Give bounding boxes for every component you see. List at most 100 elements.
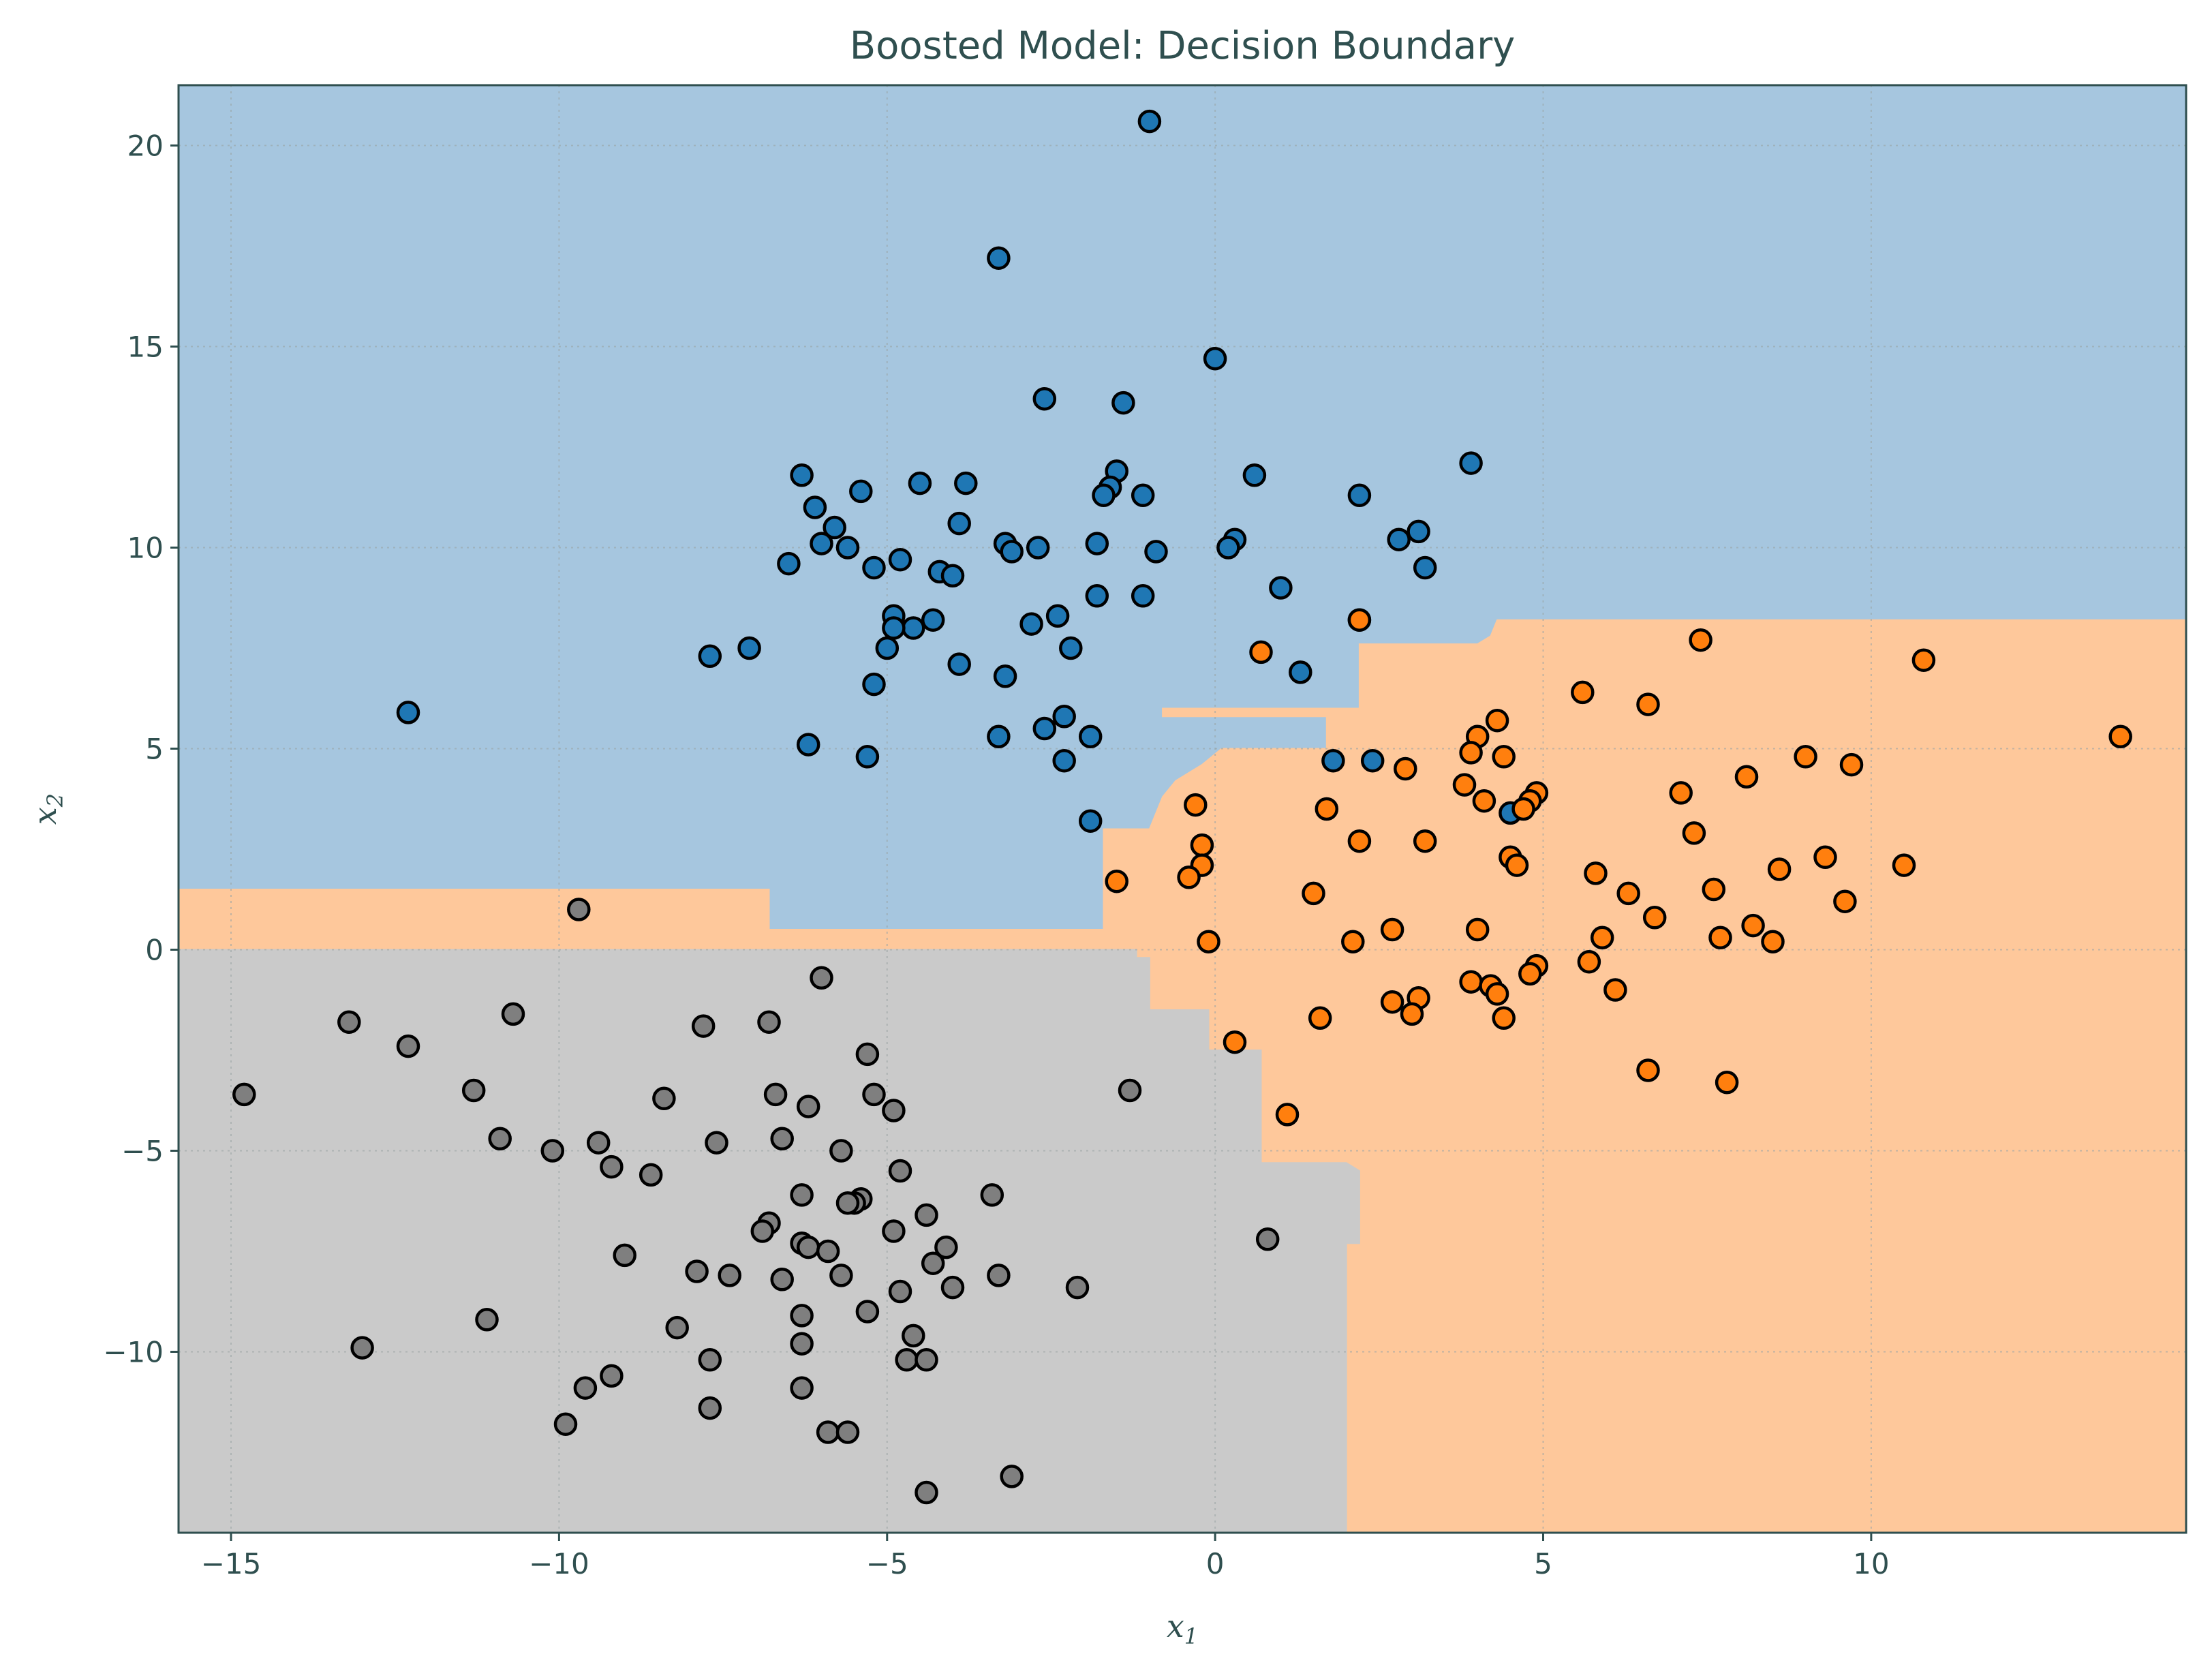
point-blue (902, 616, 925, 640)
point-gray (705, 1131, 728, 1154)
x-tick-label: −10 (529, 1547, 589, 1580)
point-orange (1794, 745, 1817, 769)
point-gray (685, 1259, 709, 1283)
chart-title: Boosted Model: Decision Boundary (850, 24, 1516, 68)
point-gray (1118, 1078, 1142, 1103)
point-blue (1360, 748, 1385, 773)
point-orange (1492, 745, 1516, 769)
point-gray (337, 1010, 361, 1034)
point-orange (1767, 857, 1792, 881)
data-points (232, 109, 2132, 1505)
point-gray (796, 1095, 820, 1118)
point-blue (1078, 809, 1103, 833)
point-orange (1741, 913, 1765, 938)
point-blue (947, 511, 971, 536)
point-orange (1459, 970, 1483, 994)
point-gray (488, 1127, 512, 1151)
point-blue (1052, 705, 1076, 729)
point-gray (835, 1420, 860, 1444)
point-orange (1813, 845, 1837, 870)
point-blue (1203, 346, 1227, 371)
point-gray (790, 1376, 814, 1400)
point-gray (770, 1127, 794, 1151)
point-orange (1472, 789, 1496, 813)
y-tick-label: 20 (127, 129, 164, 163)
point-gray (855, 1042, 880, 1067)
point-orange (1577, 949, 1601, 974)
y-axis-label-main: x (27, 807, 63, 825)
point-blue (1269, 576, 1293, 600)
point-gray (940, 1275, 965, 1300)
y-axis-label: x2 (27, 793, 68, 825)
point-gray (816, 1420, 840, 1444)
point-blue (862, 672, 886, 697)
point-orange (1603, 978, 1627, 1002)
point-gray (790, 1304, 814, 1328)
point-gray (718, 1264, 741, 1287)
grid (179, 85, 2186, 1533)
point-orange (1708, 926, 1732, 950)
point-blue (1085, 584, 1109, 608)
point-gray (829, 1264, 853, 1287)
point-blue (1131, 483, 1155, 508)
point-gray (882, 1099, 906, 1122)
point-gray (790, 1332, 814, 1356)
point-blue (1321, 748, 1345, 773)
point-blue (849, 479, 873, 504)
point-orange (1485, 708, 1509, 733)
point-orange (1839, 752, 1864, 777)
point-gray (750, 1219, 775, 1243)
point-blue (1413, 555, 1437, 580)
point-orange (1702, 877, 1726, 902)
point-blue (1045, 604, 1070, 628)
point-blue (1289, 660, 1312, 684)
point-blue (796, 733, 820, 756)
point-gray (698, 1396, 722, 1420)
axis-ticks: −15 −10 −5 0 5 10 −10 −5 0 5 10 15 20 (103, 129, 1889, 1581)
point-orange (1689, 628, 1712, 652)
point-blue (1407, 519, 1430, 544)
x-tick-label: −5 (866, 1547, 908, 1580)
x-tick-label: 5 (1534, 1547, 1552, 1580)
point-blue (1052, 748, 1076, 773)
point-blue (908, 471, 932, 495)
point-gray (816, 1239, 840, 1264)
point-gray (586, 1131, 611, 1154)
point-orange (1682, 821, 1706, 845)
y-tick-label: 15 (127, 331, 164, 364)
point-gray (613, 1243, 636, 1268)
point-gray (915, 1203, 938, 1227)
point-orange (1892, 853, 1916, 877)
point-gray (888, 1279, 912, 1304)
point-gray (763, 1082, 788, 1107)
point-blue (1347, 483, 1372, 508)
point-gray (501, 1002, 525, 1026)
point-blue (862, 555, 886, 580)
point-blue (987, 724, 1011, 749)
point-blue (947, 652, 971, 676)
point-orange (2108, 724, 2132, 749)
point-orange (1380, 917, 1404, 942)
region-gray (179, 949, 1360, 1533)
point-gray (796, 1235, 820, 1259)
point-gray (987, 1264, 1011, 1287)
point-gray (855, 1300, 880, 1324)
point-blue (823, 515, 846, 540)
point-blue (777, 551, 801, 576)
point-blue (1032, 716, 1057, 741)
point-orange (1249, 640, 1273, 664)
y-tick-label: 0 (145, 934, 164, 967)
point-blue (835, 536, 860, 560)
point-orange (1590, 926, 1614, 950)
point-orange (1347, 829, 1372, 853)
point-blue (855, 745, 880, 769)
point-orange (1347, 608, 1372, 632)
point-gray (790, 1183, 814, 1207)
point-orange (1302, 881, 1325, 906)
point-blue (987, 246, 1011, 270)
x-tick-label: 0 (1206, 1547, 1225, 1580)
point-blue (1387, 527, 1411, 551)
point-gray (902, 1324, 925, 1348)
x-axis-label-main: x (1167, 1608, 1184, 1645)
point-orange (1636, 692, 1660, 716)
